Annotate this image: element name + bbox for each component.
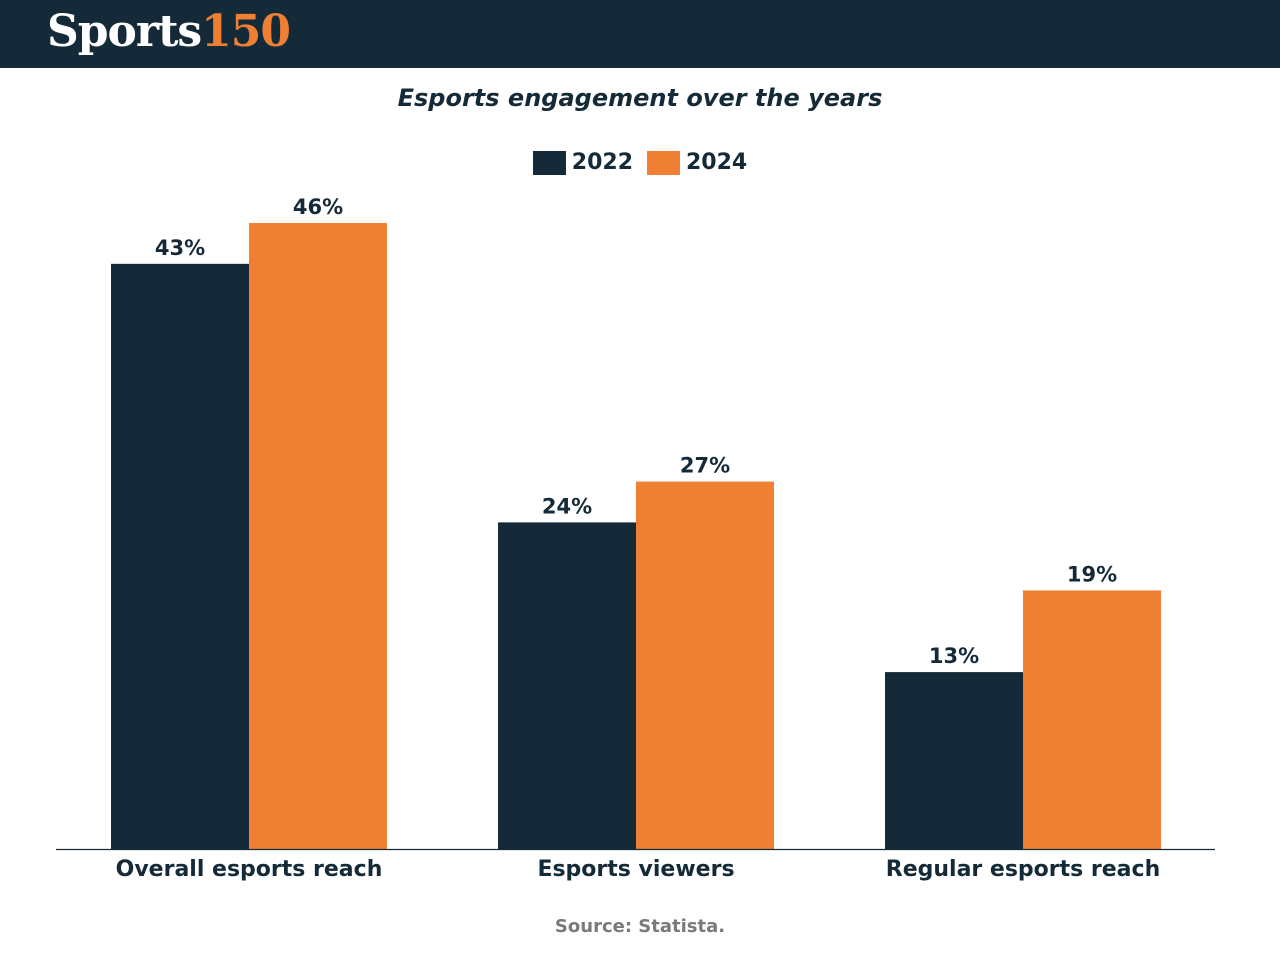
legend-swatch-2022 bbox=[532, 150, 566, 175]
data-label-overall-esports-reach-2022: 43% bbox=[155, 236, 205, 260]
brand-logo-number: 150 bbox=[201, 6, 291, 57]
bar-esports-viewers-2024 bbox=[636, 481, 774, 849]
category-label-regular-esports-reach: Regular esports reach bbox=[886, 857, 1160, 882]
bar-regular-esports-reach-2024 bbox=[1023, 590, 1161, 849]
legend-item-2024: 2024 bbox=[647, 150, 747, 175]
header-bar: Sports150 bbox=[0, 0, 1280, 68]
bar-regular-esports-reach-2022 bbox=[885, 672, 1023, 849]
brand-logo-word: Sports bbox=[47, 6, 202, 57]
brand-logo: Sports150 bbox=[47, 4, 291, 60]
legend-label-2024: 2024 bbox=[686, 150, 748, 175]
data-label-esports-viewers-2022: 24% bbox=[542, 494, 592, 518]
legend-swatch-2024 bbox=[647, 150, 680, 175]
data-label-esports-viewers-2024: 27% bbox=[680, 454, 730, 478]
data-label-overall-esports-reach-2024: 46% bbox=[293, 195, 343, 219]
bar-overall-esports-reach-2024 bbox=[249, 223, 387, 849]
data-label-regular-esports-reach-2024: 19% bbox=[1067, 562, 1117, 586]
legend-item-2022: 2022 bbox=[532, 150, 633, 175]
category-label-esports-viewers: Esports viewers bbox=[537, 857, 734, 882]
category-label-overall-esports-reach: Overall esports reach bbox=[116, 857, 383, 882]
chart-title: Esports engagement over the years bbox=[397, 84, 883, 112]
bar-esports-viewers-2022 bbox=[498, 522, 636, 849]
chart-legend: 2022 2024 bbox=[0, 150, 1280, 175]
data-label-regular-esports-reach-2022: 13% bbox=[929, 644, 979, 668]
source-note: Source: Statista. bbox=[554, 916, 726, 937]
bar-overall-esports-reach-2022 bbox=[111, 263, 249, 850]
legend-label-2022: 2022 bbox=[571, 150, 633, 175]
